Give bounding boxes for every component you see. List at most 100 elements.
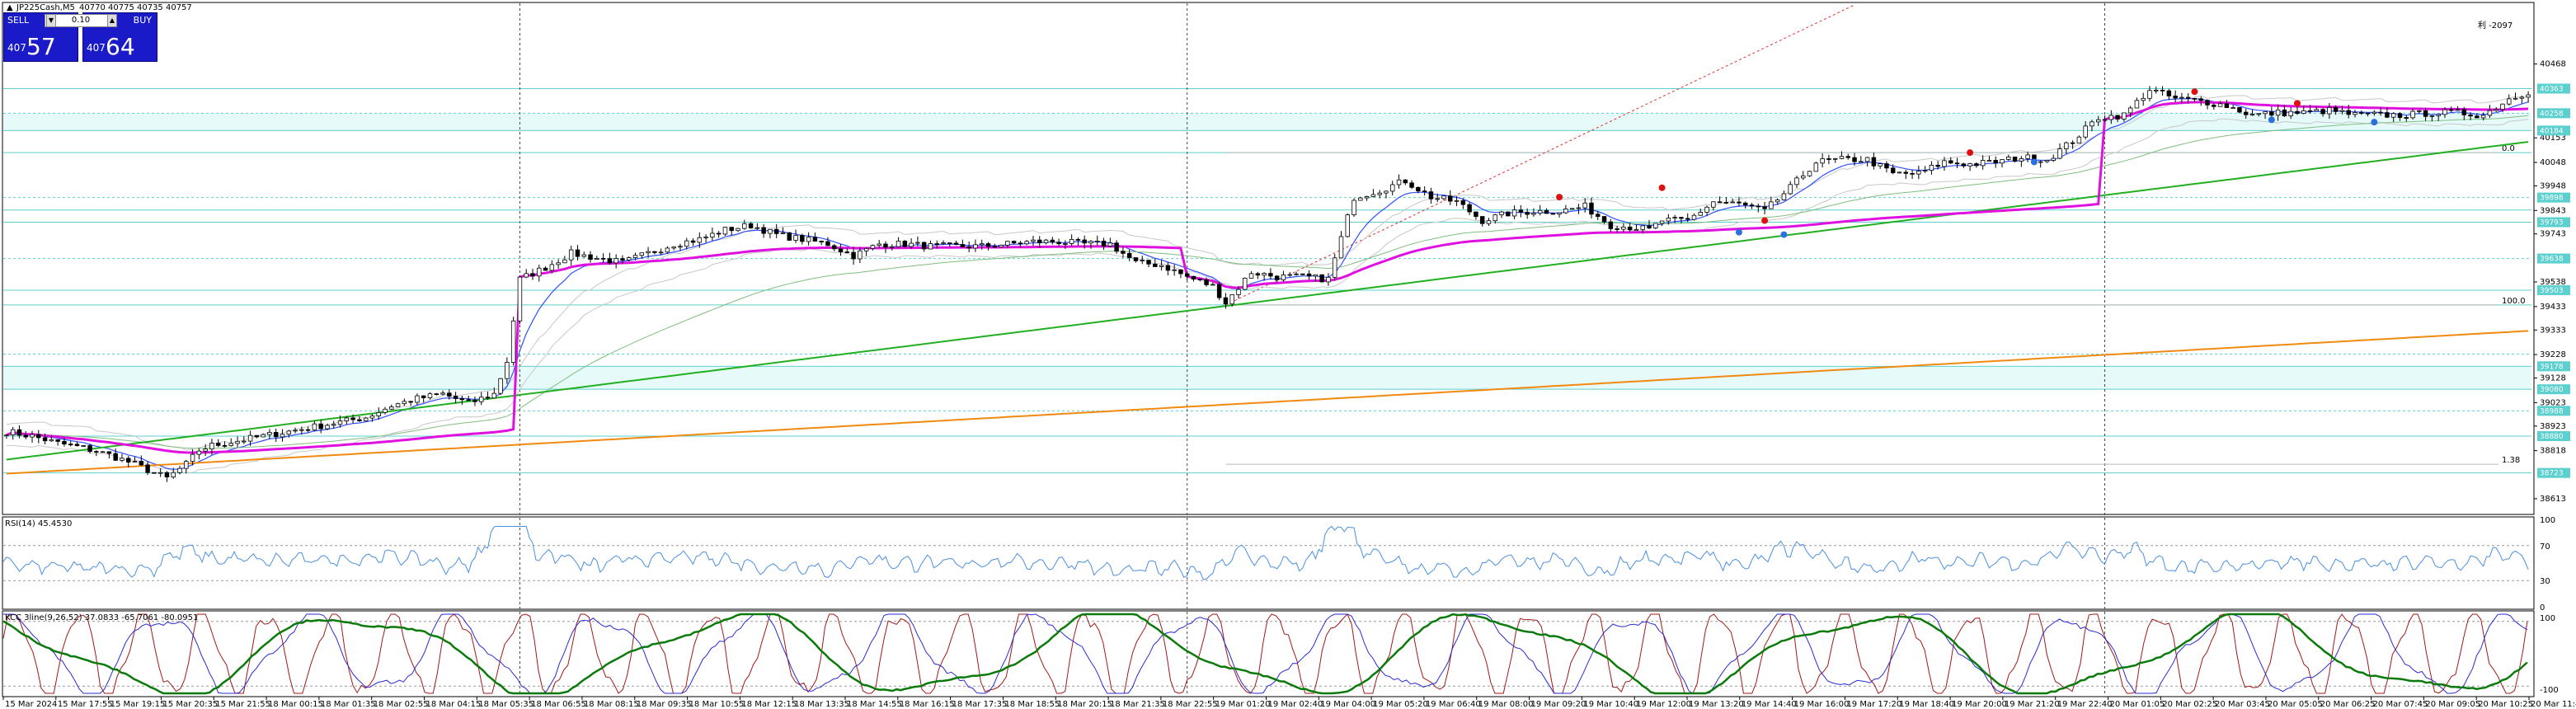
- candle-body: [863, 247, 869, 251]
- level-zone: [3, 113, 2531, 131]
- candle-body: [1037, 239, 1042, 243]
- candle-body: [748, 223, 754, 228]
- candle-body: [1236, 289, 1241, 295]
- candle-body: [1659, 220, 1665, 224]
- candle-body: [2442, 109, 2447, 115]
- time-tick-label: 19 Mar 02:40: [1268, 700, 1323, 709]
- candle-body: [851, 251, 856, 260]
- candle-body: [1864, 157, 1870, 162]
- candle-body: [36, 434, 41, 439]
- candle-body: [222, 445, 228, 447]
- candle-body: [2353, 112, 2357, 115]
- candle-body: [1005, 241, 1010, 246]
- candle-body: [1018, 242, 1023, 245]
- candle-body: [350, 417, 355, 420]
- level-tag-label: 40363: [2540, 85, 2564, 93]
- candle-body: [684, 240, 689, 247]
- candle-body: [607, 258, 613, 264]
- candle-body: [1954, 162, 1960, 165]
- candle-body: [235, 440, 240, 444]
- candle-body: [1435, 198, 1440, 200]
- candle-body: [434, 393, 440, 396]
- level-tag-box: [2537, 253, 2570, 264]
- candle-body: [1223, 297, 1229, 305]
- candle-body: [1243, 277, 1248, 290]
- candle-body: [1749, 204, 1755, 207]
- candle-body: [1448, 195, 1453, 202]
- lot-increase-icon[interactable]: ▲: [107, 14, 117, 27]
- level-tag-label: 40184: [2540, 127, 2564, 135]
- rsi-pane: [2, 525, 2531, 581]
- signal-dot: [1735, 228, 1742, 236]
- candle-body: [1563, 209, 1568, 214]
- candle-body: [510, 320, 516, 363]
- candle-body: [1666, 218, 1671, 222]
- candle-body: [1467, 204, 1472, 213]
- candle-body: [658, 251, 664, 254]
- candle-body: [1788, 184, 1793, 195]
- quote-label: 40770 40775 40735 40757: [79, 3, 192, 12]
- candle-body: [2083, 125, 2088, 138]
- time-tick-label: 19 Mar 14:40: [1742, 700, 1797, 709]
- candle-body: [408, 401, 413, 403]
- candle-body: [363, 417, 369, 421]
- candle-body: [2307, 110, 2313, 112]
- candle-body: [595, 257, 599, 261]
- candle-body: [581, 254, 586, 257]
- candle-body: [126, 458, 131, 462]
- candle-body: [690, 240, 696, 243]
- candle-body: [1826, 158, 1831, 160]
- candle-body: [376, 411, 381, 416]
- candle-body: [1807, 171, 1812, 176]
- candle-body: [568, 249, 574, 261]
- candle-body: [1704, 206, 1709, 213]
- rsi-pane-frame: [2, 516, 2535, 610]
- candle-body: [120, 458, 125, 461]
- candle-body: [947, 242, 952, 244]
- candle-body: [1929, 164, 1934, 171]
- candle-body: [928, 243, 933, 250]
- candle-body: [1056, 242, 1061, 245]
- candle-body: [722, 227, 728, 235]
- lot-decrease-icon[interactable]: ▼: [46, 14, 56, 27]
- level-tag-label: 39178: [2540, 363, 2564, 371]
- candle-body: [877, 243, 881, 247]
- fib-trend-line: [1225, 4, 1855, 306]
- candle-body: [742, 223, 747, 229]
- candle-body: [10, 429, 16, 436]
- candle-body: [1794, 177, 1799, 185]
- price-axis: 40468 40153 40048 39948 39843 39743 39538 39433…: [2534, 60, 2570, 504]
- candle-body: [1479, 216, 1485, 224]
- candle-body: [1075, 238, 1081, 241]
- profit-annotation: 利 -2097: [2478, 21, 2513, 31]
- sell-button[interactable]: SELL 407 57: [3, 12, 78, 62]
- candle-body: [337, 420, 343, 425]
- candle-body: [613, 258, 618, 264]
- time-tick-label: 18 Mar 10:55: [689, 700, 745, 709]
- candle-body: [1133, 257, 1139, 261]
- time-tick-label: 18 Mar 02:55: [374, 700, 429, 709]
- candle-body: [2019, 158, 2024, 162]
- candle-body: [2095, 119, 2101, 123]
- candle-body: [247, 434, 253, 442]
- candle-body: [1813, 162, 1819, 172]
- fib-level-label: 0.0: [2502, 144, 2515, 153]
- candle-body: [1114, 242, 1119, 252]
- candle-body: [1627, 226, 1633, 231]
- candle-body: [2359, 112, 2364, 114]
- candle-body: [1653, 223, 1658, 228]
- candle-body: [1204, 279, 1209, 285]
- candle-body: [1332, 257, 1337, 278]
- candle-body: [1832, 157, 1838, 160]
- candle-body: [49, 439, 54, 442]
- candle-body: [2127, 107, 2133, 114]
- candle-body: [1967, 163, 1972, 167]
- candle-body: [812, 237, 818, 242]
- candle-body: [157, 472, 163, 474]
- buy-label: BUY: [133, 15, 152, 26]
- time-tick-label: 15 Mar 21:55: [215, 700, 270, 709]
- time-tick-label: 20 Mar 11:45: [2531, 700, 2576, 709]
- candle-body: [100, 451, 106, 453]
